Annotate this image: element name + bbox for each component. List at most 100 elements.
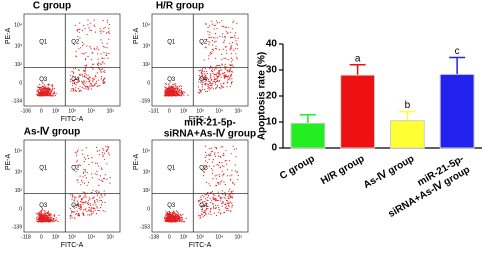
- dot: [168, 94, 170, 96]
- y-tick-label: 10²: [15, 188, 23, 194]
- dot: [235, 156, 237, 158]
- dot: [230, 179, 232, 181]
- dot: [205, 210, 207, 212]
- dot: [221, 197, 223, 199]
- dot: [163, 95, 165, 97]
- dot: [204, 145, 207, 147]
- dot: [179, 219, 181, 221]
- dot: [223, 211, 225, 213]
- dot: [88, 199, 90, 201]
- dot: [215, 178, 217, 180]
- dot: [96, 82, 98, 84]
- dot: [165, 212, 167, 214]
- dot: [84, 58, 87, 60]
- dot: [106, 149, 108, 151]
- dot: [231, 64, 233, 66]
- dot: [205, 207, 208, 210]
- dot: [215, 48, 218, 50]
- dot: [200, 216, 202, 218]
- dot: [237, 174, 239, 176]
- dot: [75, 67, 77, 69]
- dot: [84, 59, 87, 61]
- dot: [165, 217, 167, 219]
- dot: [215, 147, 217, 149]
- dot: [209, 185, 211, 187]
- dot: [168, 218, 170, 220]
- dot: [163, 216, 166, 218]
- dot: [231, 197, 234, 199]
- dot: [218, 174, 220, 176]
- dot: [72, 84, 74, 86]
- dot: [215, 200, 217, 202]
- dot: [181, 219, 183, 221]
- dot: [221, 63, 223, 65]
- dot: [205, 84, 207, 86]
- dot: [201, 205, 203, 207]
- dot: [97, 58, 99, 60]
- dot: [207, 40, 209, 43]
- dot: [218, 81, 220, 83]
- dot: [104, 71, 106, 73]
- dot: [51, 84, 53, 86]
- dot: [173, 84, 175, 86]
- dot: [77, 181, 79, 183]
- dot: [93, 19, 95, 21]
- dot: [164, 94, 166, 96]
- dot: [90, 88, 92, 90]
- dot: [102, 178, 104, 180]
- dot: [75, 82, 77, 84]
- dot: [83, 70, 85, 72]
- dot: [175, 221, 177, 223]
- dot: [214, 82, 216, 84]
- dot: [207, 205, 209, 207]
- dot: [214, 152, 216, 154]
- dot: [53, 92, 56, 95]
- dot: [222, 146, 224, 148]
- dot: [170, 219, 173, 221]
- dot: [57, 221, 59, 223]
- dot: [47, 83, 50, 85]
- x-tick-label: 0: [168, 234, 171, 240]
- dot: [51, 86, 53, 88]
- dot: [44, 92, 46, 94]
- dot: [208, 158, 210, 160]
- dot: [214, 155, 217, 157]
- dot: [225, 76, 227, 78]
- y-tick-label: 10²: [15, 62, 23, 68]
- y-axis-label: Apoptosis rate (%): [257, 52, 268, 140]
- dot: [72, 211, 75, 213]
- dot: [78, 80, 81, 82]
- dot: [211, 40, 213, 42]
- dot: [218, 71, 221, 73]
- dot: [47, 90, 49, 92]
- dot: [176, 95, 178, 97]
- dot: [231, 81, 233, 83]
- dot: [170, 212, 172, 214]
- dot: [198, 74, 201, 77]
- dot: [218, 206, 220, 209]
- dot: [212, 49, 214, 51]
- dot: [79, 22, 81, 24]
- dot: [220, 83, 222, 85]
- quadrant-label: Q2: [71, 166, 80, 172]
- dot: [40, 212, 42, 214]
- dot: [229, 195, 231, 198]
- dot: [82, 212, 84, 214]
- dot: [218, 69, 220, 71]
- dot: [235, 40, 237, 42]
- dot: [69, 80, 71, 82]
- dot: [105, 32, 108, 34]
- dot: [96, 48, 98, 50]
- dot: [76, 159, 78, 161]
- dot: [205, 74, 207, 76]
- dot: [100, 39, 102, 41]
- dot: [99, 197, 101, 199]
- dot: [224, 183, 226, 186]
- dot: [216, 199, 218, 201]
- dot: [230, 74, 232, 76]
- dot: [231, 174, 233, 176]
- dot: [199, 203, 202, 205]
- dot: [103, 82, 105, 85]
- x-tick-label: 10⁴: [215, 108, 223, 114]
- dot: [209, 31, 211, 33]
